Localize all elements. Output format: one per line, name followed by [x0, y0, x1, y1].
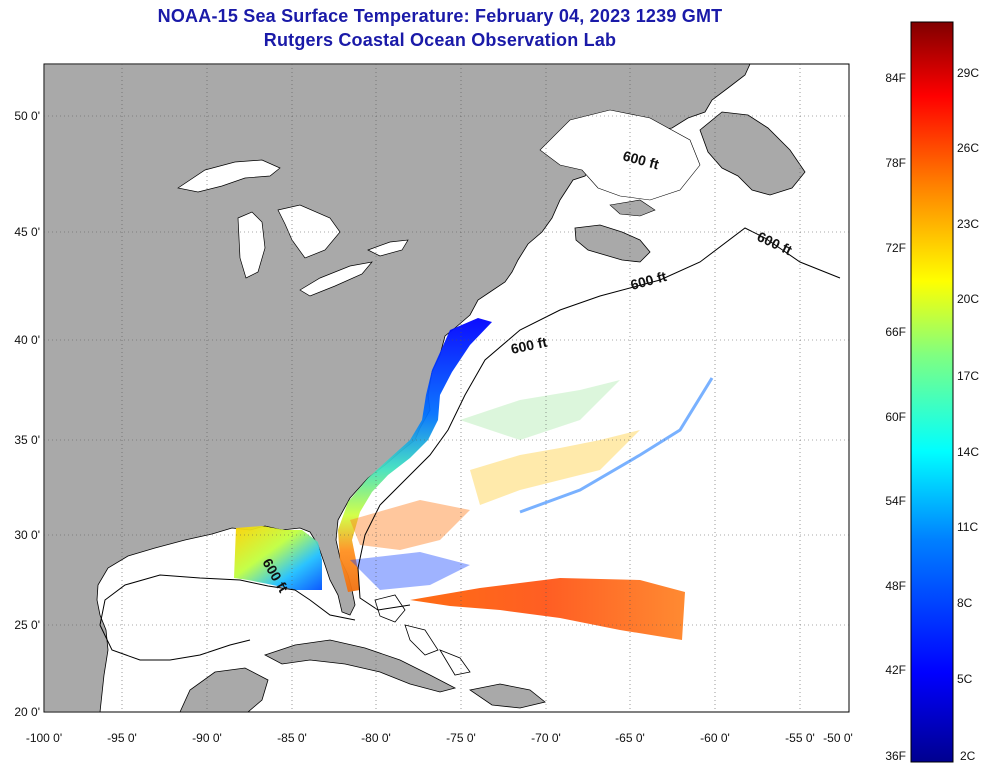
x-tick-label: -85 0' — [277, 731, 307, 745]
lake-huron — [277, 204, 341, 259]
map-subtitle: Rutgers Coastal Ocean Observation Lab — [263, 30, 617, 50]
y-tick-label: 30 0' — [14, 528, 40, 542]
land-hispaniola — [468, 683, 546, 709]
lake-erie — [299, 261, 373, 297]
colorbar-c-label: 17C — [957, 369, 979, 383]
x-tick-label: -65 0' — [615, 731, 645, 745]
colorbar-f-label: 36F — [885, 749, 906, 763]
x-tick-label: -70 0' — [531, 731, 561, 745]
y-tick-label: 50 0' — [14, 109, 40, 123]
colorbar-f-label: 42F — [885, 663, 906, 677]
gulf-st-lawrence — [539, 109, 701, 201]
colorbar-f-label: 60F — [885, 410, 906, 424]
colorbar-c-label: 26C — [957, 141, 979, 155]
land-cuba — [263, 639, 457, 693]
colorbar-gradient — [910, 21, 954, 763]
y-tick-label: 35 0' — [14, 433, 40, 447]
colorbar-c-label: 11C — [957, 520, 978, 534]
x-tick-label: -60 0' — [700, 731, 730, 745]
sst-scatter — [350, 380, 640, 590]
x-tick-label: -100 0' — [26, 731, 62, 745]
colorbar-c-label: 23C — [957, 217, 979, 231]
colorbar-f-label: 54F — [885, 494, 906, 508]
colorbar-c-label: 2C — [960, 749, 976, 763]
colorbar-c-label: 8C — [957, 596, 973, 610]
colorbar-f-label: 84F — [885, 71, 906, 85]
y-axis: 50 0' 45 0' 40 0' 35 0' 30 0' 25 0' 20 0… — [14, 109, 40, 719]
shelf-contour-gulf — [99, 574, 356, 661]
x-tick-label: -75 0' — [446, 731, 476, 745]
colorbar-c-label: 20C — [957, 292, 979, 306]
x-tick-label: -50 0' — [823, 731, 853, 745]
y-tick-label: 40 0' — [14, 333, 40, 347]
land-nova-scotia — [574, 224, 651, 263]
land-yucatan — [179, 667, 269, 712]
colorbar-c-label: 14C — [957, 445, 979, 459]
colorbar-c-label: 29C — [957, 66, 979, 80]
x-axis: -100 0' -95 0' -90 0' -85 0' -80 0' -75 … — [26, 731, 853, 745]
x-tick-label: -90 0' — [192, 731, 222, 745]
y-tick-label: 45 0' — [14, 225, 40, 239]
lake-superior — [177, 159, 281, 193]
sst-east-coast-band — [338, 318, 492, 592]
land-newfoundland — [699, 111, 806, 196]
map-title: NOAA-15 Sea Surface Temperature: Februar… — [157, 6, 723, 26]
x-tick-label: -80 0' — [361, 731, 391, 745]
colorbar-c-label: 5C — [957, 672, 973, 686]
grid-lines — [44, 64, 849, 712]
sst-swath-edge — [519, 377, 714, 514]
contour-label: 600 ft — [509, 334, 548, 357]
land-bahamas — [374, 594, 471, 676]
y-tick-label: 25 0' — [14, 618, 40, 632]
lake-ontario — [367, 239, 409, 257]
x-tick-label: -55 0' — [785, 731, 815, 745]
colorbar-f-label: 78F — [885, 156, 906, 170]
sst-south-swath — [410, 578, 685, 640]
colorbar-f-label: 48F — [885, 579, 906, 593]
lake-michigan — [237, 211, 266, 279]
shelf-contour-east — [357, 227, 841, 611]
colorbar-f-label: 66F — [885, 325, 906, 339]
y-tick-label: 20 0' — [14, 705, 40, 719]
colorbar-f-label: 72F — [885, 241, 906, 255]
colorbar: 84F 78F 72F 66F 60F 54F 48F 42F 36F 29C … — [885, 21, 979, 763]
x-tick-label: -95 0' — [107, 731, 137, 745]
land-pei — [609, 199, 656, 217]
sst-gulf-patch — [234, 526, 322, 590]
